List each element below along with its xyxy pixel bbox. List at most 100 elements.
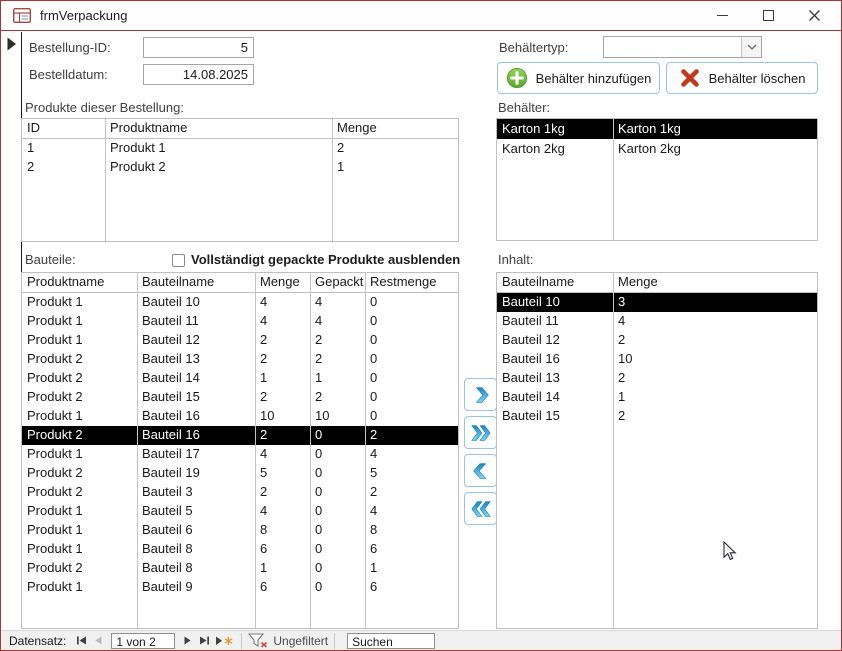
- list-item[interactable]: Karton 2kg Karton 2kg: [502, 141, 681, 156]
- table-row[interactable]: Bauteil 11 4: [502, 313, 626, 328]
- table-row[interactable]: Bauteil 12 2: [502, 332, 626, 347]
- column-header: Produktname: [27, 274, 105, 289]
- minimize-button[interactable]: [699, 1, 745, 30]
- move-all-right-icon: [470, 424, 491, 441]
- table-row[interactable]: Produkt 2 Bauteil 15 2 2 0: [27, 389, 378, 404]
- close-button[interactable]: [791, 1, 837, 30]
- new-record-button[interactable]: [213, 633, 235, 649]
- table-row[interactable]: Produkt 2 Bauteil 3 2 0 2: [27, 484, 378, 499]
- column-header: Gepackt: [315, 274, 364, 289]
- minimize-icon: [716, 15, 728, 16]
- maximize-button[interactable]: [745, 1, 791, 30]
- move-all-left-icon: [470, 500, 491, 517]
- table-row[interactable]: Bauteil 15 2: [502, 408, 626, 423]
- first-record-button[interactable]: [73, 633, 90, 649]
- order-date-field[interactable]: 14.08.2025: [143, 64, 254, 85]
- table-row[interactable]: Produkt 1 Bauteil 8 6 0 6: [27, 541, 378, 556]
- column-divider: [613, 273, 614, 628]
- record-indicator[interactable]: 1 von 2: [111, 632, 176, 649]
- order-date-label: Bestelldatum:: [29, 67, 108, 82]
- delete-container-label: Behälter löschen: [708, 70, 806, 86]
- nav-last-icon: [200, 636, 210, 645]
- column-header: ID: [27, 120, 40, 135]
- parts-table[interactable]: Produktname Bauteilname Menge Gepackt Re…: [21, 272, 459, 629]
- contents-section-label: Inhalt:: [498, 252, 534, 267]
- form-icon: [13, 8, 31, 23]
- order-id-field[interactable]: 5: [143, 37, 254, 58]
- nav-next-icon: [184, 636, 191, 645]
- order-id-label: Bestellung-ID:: [29, 40, 111, 55]
- previous-record-button[interactable]: [90, 633, 107, 649]
- window-title: frmVerpackung: [40, 8, 128, 23]
- search-input[interactable]: Suchen: [347, 632, 436, 649]
- table-row[interactable]: 2 Produkt 2 1: [27, 159, 345, 174]
- next-record-button[interactable]: [179, 633, 196, 649]
- table-row[interactable]: Bauteil 10 3: [497, 293, 817, 312]
- column-header: Menge: [260, 274, 300, 289]
- table-row[interactable]: Produkt 1 Bauteil 17 4 0 4: [27, 446, 378, 461]
- column-header: Bauteilname: [502, 274, 575, 289]
- products-table[interactable]: ID Produktname Menge 1 Produkt 1 2 2 Pro…: [21, 118, 459, 242]
- container-type-combobox[interactable]: [603, 36, 762, 58]
- move-left-icon: [472, 462, 486, 479]
- filter-toggle[interactable]: Ungefiltert: [248, 633, 328, 648]
- table-row[interactable]: Produkt 1 Bauteil 6 8 0 8: [27, 522, 378, 537]
- table-row[interactable]: Produkt 1 Bauteil 12 2 2 0: [27, 332, 378, 347]
- table-row[interactable]: Bauteil 16 10: [502, 351, 633, 366]
- nav-separator: [334, 632, 336, 649]
- add-container-button[interactable]: Behälter hinzufügen: [497, 62, 660, 94]
- list-item[interactable]: Karton 1kg Karton 1kg: [497, 119, 817, 139]
- last-record-button[interactable]: [196, 633, 213, 649]
- combobox-dropdown-button[interactable]: [741, 37, 761, 57]
- table-row[interactable]: Bauteil 14 1: [502, 389, 626, 404]
- table-row[interactable]: Produkt 2 Bauteil 8 1 0 1: [27, 560, 378, 575]
- table-row[interactable]: Produkt 1 Bauteil 10 4 4 0: [27, 294, 378, 309]
- column-divider: [310, 273, 311, 628]
- contents-table-header: Bauteilname Menge: [497, 273, 817, 293]
- column-divider: [613, 119, 614, 240]
- move-all-left-button[interactable]: [464, 492, 497, 525]
- record-navigation-bar: Datensatz: 1 von 2: [1, 630, 841, 650]
- table-row[interactable]: Produkt 2 Bauteil 13 2 2 0: [27, 351, 378, 366]
- containers-section-label: Behälter:: [498, 100, 551, 115]
- nav-previous-icon: [95, 636, 102, 645]
- nav-separator: [241, 632, 243, 649]
- combobox-value: [604, 37, 741, 57]
- column-divider: [332, 119, 333, 241]
- table-row[interactable]: Produkt 1 Bauteil 16 10 10 0: [27, 408, 378, 423]
- column-divider: [105, 119, 106, 241]
- form-body: Bestellung-ID: 5 Bestelldatum: 14.08.202…: [1, 32, 841, 629]
- title-bar: frmVerpackung: [1, 1, 841, 31]
- column-header: Menge: [337, 120, 377, 135]
- products-table-header: ID Produktname Menge: [22, 119, 458, 139]
- column-divider: [255, 273, 256, 628]
- table-row[interactable]: Produkt 1 Bauteil 11 4 4 0: [27, 313, 378, 328]
- column-header: Restmenge: [370, 274, 437, 289]
- parts-table-header: Produktname Bauteilname Menge Gepackt Re…: [22, 273, 458, 293]
- move-left-button[interactable]: [464, 454, 497, 487]
- delete-container-button[interactable]: Behälter löschen: [666, 62, 818, 94]
- window-controls: [699, 1, 837, 30]
- contents-table[interactable]: Bauteilname Menge Bauteil 10 3 Bauteil 1…: [496, 272, 818, 629]
- filter-funnel-icon: [248, 633, 268, 648]
- move-right-icon: [475, 386, 489, 403]
- column-header: Bauteilname: [142, 274, 215, 289]
- table-row[interactable]: 1 Produkt 1 2: [27, 140, 345, 155]
- table-row[interactable]: Bauteil 13 2: [502, 370, 626, 385]
- products-section-label: Produkte dieser Bestellung:: [25, 100, 184, 115]
- filter-status-label: Ungefiltert: [273, 633, 329, 648]
- maximize-icon: [762, 10, 774, 21]
- column-divider: [137, 273, 138, 628]
- table-row[interactable]: Produkt 1 Bauteil 9 6 0 6: [27, 579, 378, 594]
- move-right-button[interactable]: [464, 378, 497, 411]
- containers-list[interactable]: Karton 1kg Karton 1kg Karton 2kg Karton …: [496, 118, 818, 241]
- table-row[interactable]: Produkt 2 Bauteil 16 2 0 2: [22, 426, 458, 445]
- nav-first-icon: [77, 636, 87, 645]
- hide-packed-checkbox[interactable]: [172, 254, 185, 267]
- table-row[interactable]: Produkt 1 Bauteil 5 4 0 4: [27, 503, 378, 518]
- table-row[interactable]: Produkt 2 Bauteil 14 1 1 0: [27, 370, 378, 385]
- plus-circle-icon: [506, 67, 527, 89]
- table-row[interactable]: Produkt 2 Bauteil 19 5 0 5: [27, 465, 378, 480]
- move-all-right-button[interactable]: [464, 416, 497, 449]
- container-type-label: Behältertyp:: [499, 40, 569, 55]
